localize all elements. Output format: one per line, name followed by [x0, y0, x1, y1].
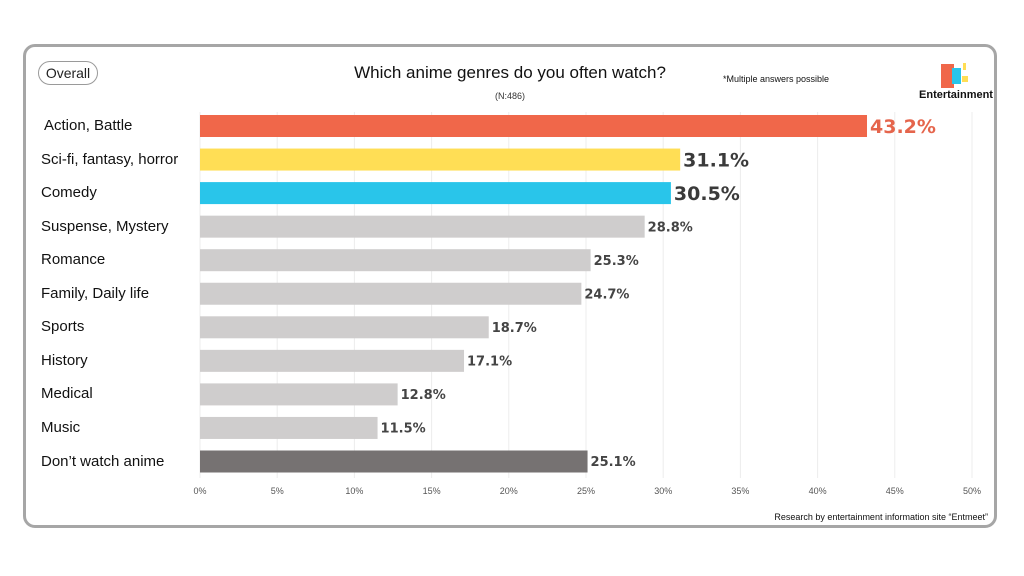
category-label: History [41, 351, 88, 369]
category-label: Sci-fi, fantasy, horror [41, 150, 179, 168]
multiple-answers-note: *Multiple answers possible [723, 74, 830, 84]
value-label: 11.5% [381, 422, 426, 437]
entertainment-logo-icon [941, 63, 968, 88]
value-label: 17.1% [467, 355, 512, 370]
value-label: 43.2% [870, 116, 936, 138]
value-label: 28.8% [648, 220, 693, 235]
source-credit: Research by entertainment information si… [774, 512, 988, 522]
bar [200, 148, 681, 171]
category-label: Don’t watch anime [41, 452, 165, 470]
x-tick-label: 10% [345, 486, 363, 496]
value-label: 25.3% [594, 254, 639, 269]
x-tick-label: 15% [423, 486, 441, 496]
category-label: Suspense, Mystery [41, 217, 169, 235]
x-tick-label: 30% [654, 486, 672, 496]
category-label: Romance [41, 251, 106, 269]
category-label: Action, Battle [44, 117, 133, 134]
value-label: 31.1% [683, 149, 749, 171]
brand-label: Entertainment [919, 89, 993, 101]
x-tick-label: 20% [500, 486, 518, 496]
bar [200, 316, 489, 339]
value-label: 18.7% [492, 321, 537, 336]
overall-badge[interactable]: Overall [38, 61, 98, 85]
x-tick-label: 45% [886, 486, 904, 496]
x-tick-label: 25% [577, 486, 595, 496]
bar [200, 450, 588, 473]
category-label: Medical [41, 385, 93, 403]
category-label: Comedy [41, 184, 97, 202]
category-label: Sports [41, 318, 85, 336]
x-tick-label: 50% [963, 486, 981, 496]
bar [200, 349, 465, 372]
x-tick-label: 0% [193, 486, 206, 496]
bar [200, 383, 398, 406]
bar [200, 182, 671, 205]
chart-title: Which anime genres do you often watch? [354, 63, 666, 82]
value-label: 12.8% [401, 388, 446, 403]
category-label: Family, Daily life [41, 284, 150, 302]
value-label: 25.1% [591, 455, 636, 470]
bar [200, 215, 645, 238]
bar [200, 416, 378, 439]
x-tick-label: 35% [731, 486, 749, 496]
bar [200, 115, 868, 137]
value-label: 24.7% [584, 287, 629, 302]
bar [200, 249, 591, 272]
x-tick-label: 5% [271, 486, 284, 496]
bar [200, 282, 582, 305]
x-tick-label: 40% [809, 486, 827, 496]
category-label: Music [41, 418, 81, 436]
value-label: 30.5% [674, 183, 740, 205]
sample-size: (N:486) [494, 91, 525, 101]
